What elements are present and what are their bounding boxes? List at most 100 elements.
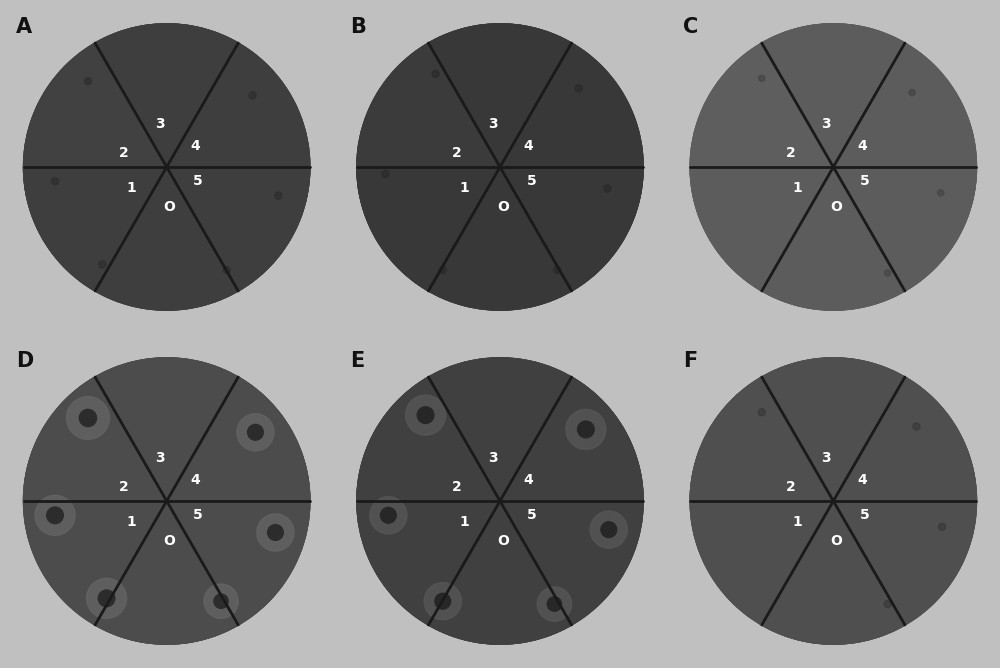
Text: 1: 1 bbox=[459, 182, 469, 196]
Wedge shape bbox=[24, 24, 310, 291]
Text: O: O bbox=[497, 200, 509, 214]
Circle shape bbox=[575, 85, 582, 92]
Text: 1: 1 bbox=[126, 182, 136, 196]
Circle shape bbox=[237, 413, 274, 451]
Circle shape bbox=[98, 590, 115, 607]
Circle shape bbox=[248, 424, 263, 440]
Circle shape bbox=[35, 495, 75, 535]
Text: O: O bbox=[497, 534, 509, 548]
Circle shape bbox=[87, 578, 127, 619]
Text: A: A bbox=[16, 17, 32, 37]
Circle shape bbox=[554, 267, 561, 274]
Text: 1: 1 bbox=[793, 182, 802, 196]
Text: 4: 4 bbox=[190, 472, 200, 486]
Circle shape bbox=[99, 261, 106, 268]
Wedge shape bbox=[24, 358, 310, 644]
Text: O: O bbox=[830, 534, 842, 548]
Text: 5: 5 bbox=[860, 174, 870, 188]
Circle shape bbox=[406, 395, 446, 435]
Wedge shape bbox=[24, 24, 310, 310]
Text: 5: 5 bbox=[860, 508, 870, 522]
Text: 4: 4 bbox=[524, 138, 534, 152]
Circle shape bbox=[435, 593, 451, 609]
Circle shape bbox=[66, 397, 109, 440]
Text: 1: 1 bbox=[126, 516, 136, 530]
Text: 3: 3 bbox=[488, 117, 498, 131]
Circle shape bbox=[84, 77, 92, 85]
Text: C: C bbox=[683, 17, 698, 37]
Text: 4: 4 bbox=[524, 472, 534, 486]
Wedge shape bbox=[690, 24, 976, 310]
Circle shape bbox=[758, 409, 765, 415]
Circle shape bbox=[275, 192, 282, 199]
Text: 2: 2 bbox=[452, 146, 462, 160]
Text: 3: 3 bbox=[821, 451, 831, 465]
Text: O: O bbox=[164, 534, 175, 548]
Circle shape bbox=[223, 267, 230, 274]
Wedge shape bbox=[357, 24, 643, 310]
Circle shape bbox=[884, 601, 891, 608]
Wedge shape bbox=[24, 377, 310, 644]
Circle shape bbox=[432, 70, 439, 77]
Circle shape bbox=[759, 75, 765, 81]
Wedge shape bbox=[357, 24, 643, 291]
Circle shape bbox=[51, 178, 59, 185]
Text: 3: 3 bbox=[821, 117, 831, 131]
Wedge shape bbox=[24, 24, 310, 310]
Text: 1: 1 bbox=[459, 516, 469, 530]
Text: 3: 3 bbox=[488, 451, 498, 465]
Circle shape bbox=[885, 270, 891, 276]
Circle shape bbox=[601, 522, 617, 538]
Text: 3: 3 bbox=[155, 451, 164, 465]
Circle shape bbox=[547, 597, 562, 611]
Text: 2: 2 bbox=[119, 480, 129, 494]
Text: E: E bbox=[350, 351, 364, 371]
Text: 2: 2 bbox=[452, 480, 462, 494]
Circle shape bbox=[204, 584, 238, 619]
Text: 5: 5 bbox=[527, 174, 536, 188]
Circle shape bbox=[79, 409, 97, 427]
Circle shape bbox=[690, 24, 976, 310]
Circle shape bbox=[566, 409, 606, 450]
Circle shape bbox=[690, 358, 976, 644]
Circle shape bbox=[913, 423, 920, 430]
Circle shape bbox=[939, 523, 946, 530]
Text: O: O bbox=[164, 200, 175, 214]
Text: 4: 4 bbox=[190, 138, 200, 152]
Circle shape bbox=[380, 508, 396, 523]
Text: 2: 2 bbox=[786, 146, 795, 160]
Text: 4: 4 bbox=[857, 138, 867, 152]
Circle shape bbox=[439, 267, 446, 274]
Wedge shape bbox=[690, 377, 976, 644]
Circle shape bbox=[537, 587, 572, 621]
Circle shape bbox=[357, 24, 643, 310]
Circle shape bbox=[382, 170, 389, 178]
Circle shape bbox=[268, 524, 283, 540]
Wedge shape bbox=[690, 24, 976, 310]
Text: 2: 2 bbox=[119, 146, 129, 160]
Text: 3: 3 bbox=[155, 117, 164, 131]
Wedge shape bbox=[24, 358, 310, 644]
Circle shape bbox=[214, 594, 228, 609]
Wedge shape bbox=[357, 358, 643, 644]
Text: O: O bbox=[830, 200, 842, 214]
Wedge shape bbox=[357, 24, 643, 310]
Circle shape bbox=[417, 407, 434, 424]
Wedge shape bbox=[690, 358, 976, 644]
Wedge shape bbox=[357, 358, 643, 644]
Circle shape bbox=[590, 511, 627, 548]
Circle shape bbox=[24, 358, 310, 644]
Circle shape bbox=[909, 90, 915, 96]
Circle shape bbox=[24, 24, 310, 310]
Text: 1: 1 bbox=[793, 516, 802, 530]
Text: B: B bbox=[350, 17, 366, 37]
Circle shape bbox=[257, 514, 294, 551]
Text: 5: 5 bbox=[527, 508, 536, 522]
Text: 5: 5 bbox=[193, 508, 203, 522]
Circle shape bbox=[424, 582, 461, 620]
Circle shape bbox=[357, 358, 643, 644]
Circle shape bbox=[604, 185, 611, 192]
Circle shape bbox=[47, 507, 63, 524]
Wedge shape bbox=[357, 377, 643, 644]
Text: 4: 4 bbox=[857, 472, 867, 486]
